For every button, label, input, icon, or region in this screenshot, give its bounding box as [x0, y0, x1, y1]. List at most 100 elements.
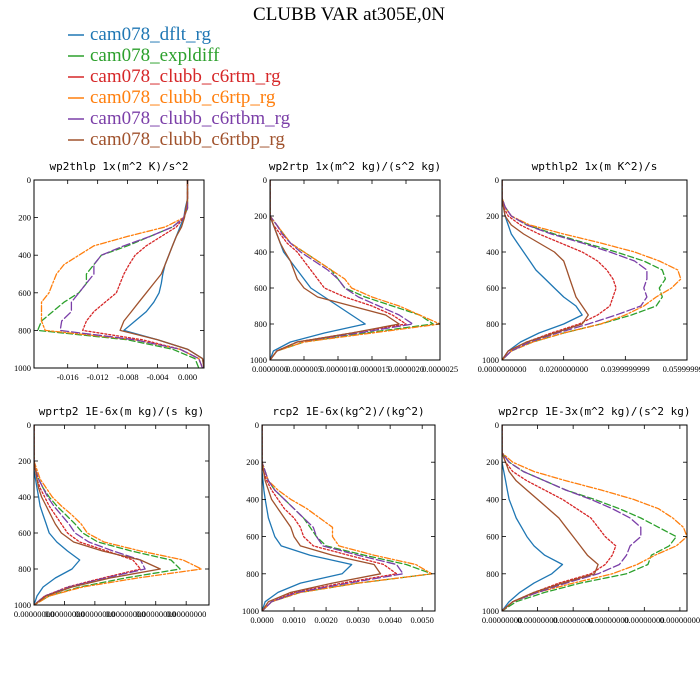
x-tick-label: 0.0399999999 — [601, 364, 650, 374]
y-tick-label: 200 — [246, 457, 259, 467]
y-tick-label: 200 — [18, 213, 31, 223]
legend-label: cam078_dflt_rg — [90, 24, 212, 45]
series-line-1 — [262, 425, 353, 611]
series-line-1 — [34, 425, 81, 605]
series-group — [262, 425, 433, 611]
series-line-5 — [270, 180, 414, 360]
series-line-5 — [262, 425, 404, 611]
legend-label: cam078_clubb_c6rtbm_rg — [90, 108, 291, 129]
x-tick-label: -0.004 — [147, 372, 170, 382]
y-tick-label: 1000 — [482, 606, 499, 616]
x-tick-label: 0.0000005 — [286, 364, 322, 374]
series-line-4 — [262, 425, 433, 611]
y-tick-label: 0 — [27, 420, 31, 430]
series-line-2 — [34, 425, 181, 605]
y-tick-label: 1000 — [14, 600, 31, 610]
legend-item: cam078_clubb_c6rtm_rg — [68, 66, 281, 87]
series-line-5 — [502, 180, 648, 360]
series-line-4 — [502, 425, 687, 611]
y-tick-label: 0 — [263, 175, 267, 185]
series-line-5 — [502, 425, 642, 611]
legend-item: cam078_clubb_c6rtbp_rg — [68, 129, 285, 150]
x-tick-label: 0.0000015 — [354, 364, 390, 374]
series-line-6 — [34, 425, 161, 605]
y-tick-label: 800 — [254, 319, 267, 329]
plot-frame — [501, 424, 688, 612]
legend-label: cam078_clubb_c6rtp_rg — [90, 87, 276, 108]
series-group — [34, 425, 203, 605]
y-tick-label: 600 — [18, 528, 31, 538]
y-tick-label: 400 — [246, 494, 259, 504]
panel-title: wpthlp2 1x(m K^2)/s — [532, 160, 658, 173]
legend-label: cam078_clubb_c6rtm_rg — [90, 66, 281, 87]
panel-title: wp2rtp 1x(m^2 kg)/(s^2 kg) — [269, 160, 441, 173]
y-tick-label: 400 — [18, 492, 31, 502]
y-tick-label: 800 — [246, 569, 259, 579]
panel-title: wp2rcp 1E-3x(m^2 kg)/(s^2 kg) — [498, 405, 690, 418]
series-line-6 — [119, 180, 204, 368]
series-line-2 — [37, 180, 200, 368]
x-tick-label: 0.0020 — [314, 615, 337, 625]
x-tick-label: 0.00000000 — [75, 609, 115, 619]
chart-panel-4: wprtp2 1E-6x(m kg)/(s kg) 0 200 400 600 800 10… — [14, 405, 210, 619]
plot-frame — [33, 424, 210, 606]
x-tick-label: -0.012 — [87, 372, 109, 382]
series-line-2 — [502, 425, 677, 611]
series-line-4 — [270, 180, 440, 360]
x-tick-label: 0.00000000 — [44, 609, 84, 619]
x-tick-label: 0.0000020 — [388, 364, 424, 374]
y-tick-label: 1000 — [242, 606, 259, 616]
x-tick-label: 0.0010 — [282, 615, 305, 625]
series-group — [270, 180, 440, 360]
y-tick-label: 400 — [486, 247, 499, 257]
y-tick-label: 600 — [486, 283, 499, 293]
x-tick-label: 0.0040 — [378, 615, 401, 625]
y-tick-label: 1000 — [14, 363, 31, 373]
x-tick-label: -0.016 — [57, 372, 79, 382]
series-line-1 — [502, 425, 564, 611]
x-tick-label: -0.008 — [117, 372, 139, 382]
series-line-6 — [262, 425, 382, 611]
y-tick-label: 800 — [18, 325, 31, 335]
y-tick-label: 800 — [18, 564, 31, 574]
x-tick-label: 0.00000000 — [589, 615, 629, 625]
series-group — [502, 180, 682, 360]
series-line-3 — [502, 180, 617, 360]
figure-title: CLUBB VAR at305E,0N — [253, 4, 445, 25]
series-group — [37, 180, 204, 368]
series-line-4 — [502, 180, 682, 360]
legend: cam078_dflt_rgcam078_expldiffcam078_club… — [68, 24, 291, 150]
series-line-3 — [262, 425, 398, 611]
series-line-3 — [270, 180, 407, 360]
series-line-5 — [59, 180, 204, 368]
y-tick-label: 200 — [486, 211, 499, 221]
legend-item: cam078_clubb_c6rtbm_rg — [68, 108, 291, 129]
series-line-1 — [502, 180, 583, 360]
plot-frame — [33, 179, 205, 369]
series-line-5 — [34, 425, 146, 605]
y-tick-label: 200 — [18, 456, 31, 466]
x-tick-label: 0.0050 — [410, 615, 433, 625]
y-tick-label: 800 — [486, 569, 499, 579]
x-tick-label: 0.00000000 — [553, 615, 593, 625]
plot-frame — [269, 179, 441, 361]
panels: wp2thlp 1x(m^2 K)/s^2 0 200 400 600 800 1000 -0… — [14, 160, 700, 625]
chart-panel-5: rcp2 1E-6x(kg^2)/(kg^2) 0 200 400 600 800 1000… — [242, 405, 436, 625]
x-tick-label: 0.0000000000 — [478, 364, 527, 374]
panel-title: wprtp2 1E-6x(m kg)/(s kg) — [39, 405, 205, 418]
panel-title: wp2thlp 1x(m^2 K)/s^2 — [49, 160, 188, 173]
legend-label: cam078_clubb_c6rtbp_rg — [90, 129, 285, 150]
legend-label: cam078_expldiff — [90, 45, 220, 66]
x-tick-label: 0.00000000 — [136, 609, 176, 619]
series-line-3 — [82, 180, 204, 368]
chart-panel-6: wp2rcp 1E-3x(m^2 kg)/(s^2 kg) 0 200 400 600 8… — [482, 405, 700, 625]
x-tick-label: 0.00000000 — [105, 609, 145, 619]
x-tick-label: 0.00000000 — [166, 609, 206, 619]
plot-frame — [261, 424, 436, 612]
y-tick-label: 0 — [495, 420, 499, 430]
plot-frame — [501, 179, 688, 361]
series-group — [502, 425, 687, 611]
y-tick-label: 200 — [254, 211, 267, 221]
legend-item: cam078_clubb_c6rtp_rg — [68, 87, 276, 108]
